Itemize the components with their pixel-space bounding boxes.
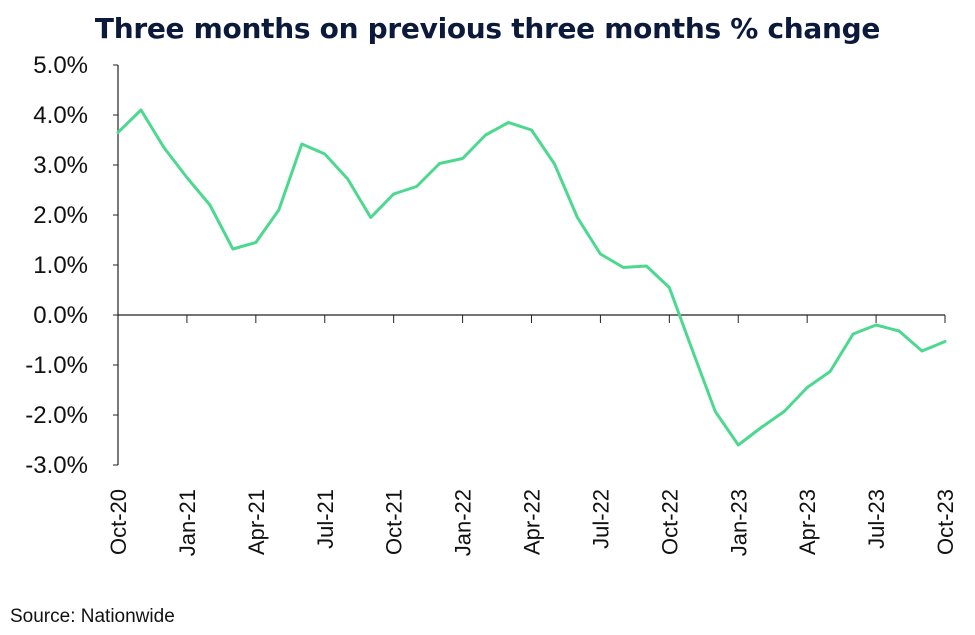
x-tick-label: Jan-23: [726, 489, 751, 556]
chart-title: Three months on previous three months % …: [94, 12, 881, 45]
x-tick-label: Oct-22: [657, 489, 682, 555]
chart-axes: [117, 65, 945, 465]
y-tick-label: -1.0%: [25, 352, 88, 379]
y-tick-label: 0.0%: [33, 302, 88, 329]
x-tick-label: Jul-22: [588, 489, 613, 549]
y-tick-label: 1.0%: [33, 252, 88, 279]
y-tick-label: -2.0%: [25, 402, 88, 429]
x-tick-label: Oct-23: [933, 489, 958, 555]
y-tick-label: -3.0%: [25, 452, 88, 479]
x-tick-label: Oct-21: [382, 489, 407, 555]
x-tick-label: Apr-21: [244, 489, 269, 555]
series-line: [116, 108, 947, 447]
series-layer: [116, 108, 947, 447]
y-tick-label: 4.0%: [33, 102, 88, 129]
x-tick-label: Jan-21: [175, 489, 200, 556]
x-tick-label: Jul-21: [313, 489, 338, 549]
x-tick-label: Jan-22: [451, 489, 476, 556]
x-axis-ticks: Oct-20 Jan-21 Apr-21 Jul-21 Oct-21 Jan-22 Apr-…: [106, 315, 958, 556]
x-tick-label: Apr-23: [795, 489, 820, 555]
x-tick-label: Oct-20: [106, 489, 131, 555]
x-tick-label: Jul-23: [864, 489, 889, 549]
x-tick-label: Apr-22: [520, 489, 545, 555]
y-tick-label: 3.0%: [33, 152, 88, 179]
y-tick-label: 2.0%: [33, 202, 88, 229]
source-note: Source: Nationwide: [10, 606, 175, 627]
y-axis-ticks: 5.0% 4.0% 3.0% 2.0% 1.0% 0.0% -1.0% -2.0% -3.0%: [25, 52, 118, 479]
y-tick-label: 5.0%: [33, 52, 88, 79]
